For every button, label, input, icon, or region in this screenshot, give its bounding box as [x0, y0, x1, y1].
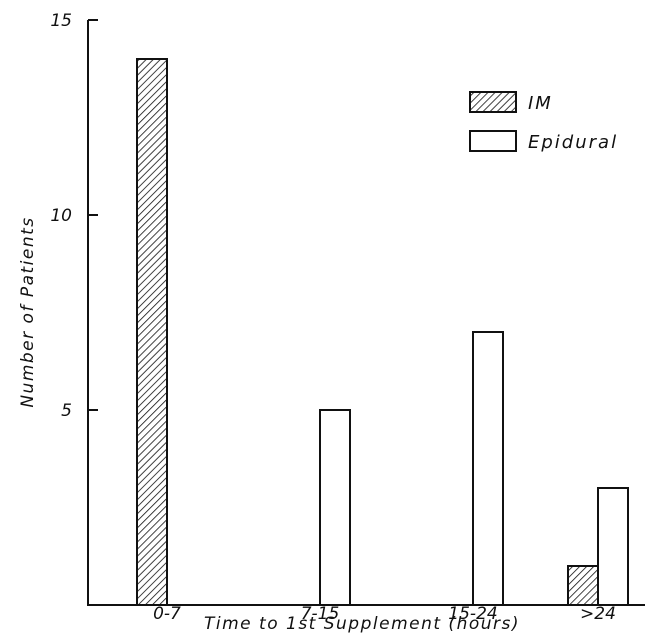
legend-label-im: IM	[528, 93, 553, 114]
bar-epidural-3	[597, 487, 629, 606]
x-tick-labels: 0-7 7-15 15-24 >24	[153, 604, 616, 624]
x-tick-label-2: 15-24	[448, 604, 497, 624]
bar-im-0	[136, 58, 168, 606]
x-tick-label-3: >24	[580, 604, 616, 624]
legend-swatch-im	[469, 91, 517, 113]
y-tick-label-5: 5	[61, 401, 72, 421]
bar-epidural-1	[319, 409, 351, 606]
y-axis-title: Number of Patients	[18, 216, 38, 407]
y-ticks: 5 10 15	[50, 11, 98, 421]
legend-label-epidural: Epidural	[528, 132, 618, 153]
x-axis-title: Time to 1st Supplement (hours)	[204, 614, 520, 634]
y-tick-label-10: 10	[50, 206, 72, 226]
legend-swatch-epidural	[469, 130, 517, 152]
bars	[136, 58, 629, 606]
bar-epidural-2	[472, 331, 504, 606]
x-tick-label-0: 0-7	[153, 604, 181, 624]
y-tick-label-15: 15	[50, 11, 72, 31]
axes	[87, 20, 645, 606]
legend: IM Epidural	[469, 91, 618, 153]
bar-im-3	[567, 565, 599, 606]
x-tick-label-1: 7-15	[301, 604, 340, 624]
